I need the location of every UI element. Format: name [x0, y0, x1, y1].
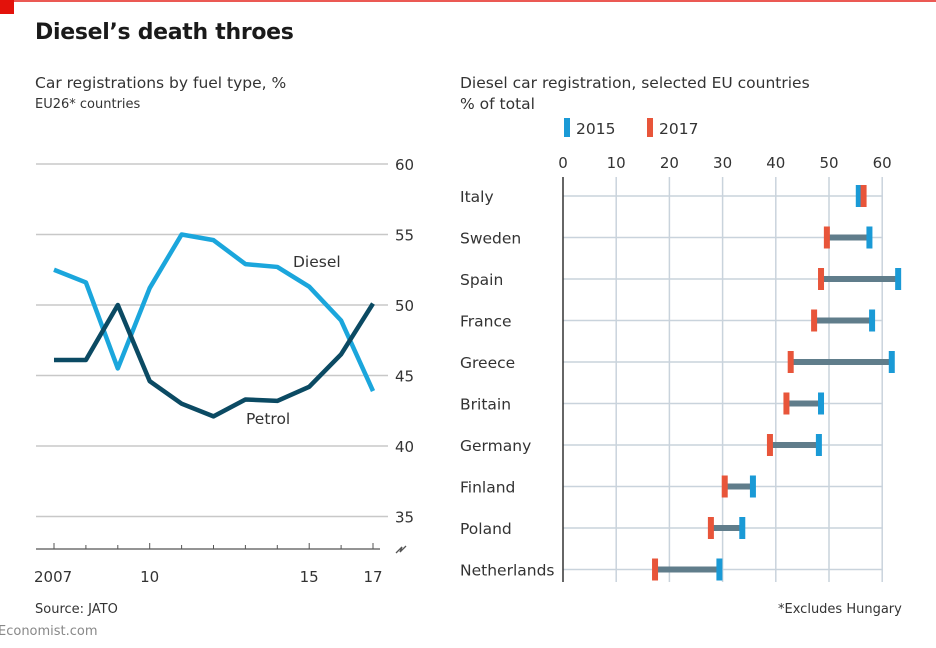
category-label: Finland — [460, 479, 515, 497]
marker-2017 — [860, 185, 867, 207]
legend-label-2017: 2017 — [659, 120, 698, 138]
right-chart-subtitle: % of total — [460, 95, 535, 113]
x-tick-label: 17 — [363, 568, 382, 586]
marker-2015 — [749, 475, 756, 498]
marker-2015 — [866, 226, 873, 249]
marker-2015 — [716, 558, 723, 581]
x-tick-label: 30 — [713, 154, 732, 172]
marker-2015 — [739, 517, 746, 539]
axis-break-icon — [395, 545, 407, 554]
legend-swatch-2015 — [564, 118, 570, 137]
marker-2017 — [787, 351, 794, 373]
footnote: *Excludes Hungary — [778, 602, 902, 617]
marker-2017 — [823, 226, 830, 249]
marker-2017 — [766, 434, 773, 456]
category-label: Italy — [460, 188, 494, 206]
source-note: Source: JATO — [35, 602, 118, 617]
x-tick-label: 10 — [607, 154, 626, 172]
category-label: Britain — [460, 396, 511, 414]
y-tick-label: 60 — [395, 156, 414, 174]
x-tick-label: 15 — [300, 568, 319, 586]
y-tick-label: 45 — [395, 368, 414, 386]
y-tick-label: 50 — [395, 297, 414, 315]
marker-2015 — [818, 392, 825, 415]
y-tick-label: 55 — [395, 227, 414, 245]
marker-2015 — [815, 434, 822, 456]
marker-2017 — [783, 392, 790, 415]
series-label-petrol: Petrol — [246, 410, 290, 428]
marker-2015 — [855, 185, 862, 207]
series-label-diesel: Diesel — [293, 253, 341, 271]
watermark: Economist.com — [0, 624, 98, 639]
marker-2017 — [811, 309, 818, 332]
brand-tag — [0, 0, 14, 14]
x-tick-label: 10 — [140, 568, 159, 586]
top-rule — [0, 0, 936, 2]
y-tick-label: 35 — [395, 509, 414, 527]
marker-2015 — [888, 351, 895, 373]
marker-2017 — [652, 558, 659, 581]
legend-label-2015: 2015 — [576, 120, 615, 138]
x-tick-label: 20 — [660, 154, 679, 172]
marker-2015 — [869, 309, 876, 332]
x-tick-label: 60 — [873, 154, 892, 172]
left-chart-subtitle: EU26* countries — [35, 97, 141, 112]
category-label: France — [460, 313, 512, 331]
x-tick-label: 2007 — [34, 568, 72, 586]
category-label: Germany — [460, 437, 531, 455]
category-label: Spain — [460, 271, 503, 289]
right-chart-title: Diesel car registration, selected EU cou… — [460, 74, 810, 92]
category-label: Netherlands — [460, 562, 554, 580]
marker-2017 — [721, 475, 728, 498]
x-tick-label: 40 — [766, 154, 785, 172]
marker-2017 — [707, 517, 714, 539]
legend-swatch-2017 — [647, 118, 653, 137]
marker-2017 — [818, 268, 825, 290]
x-tick-label: 50 — [819, 154, 838, 172]
y-tick-label: 40 — [395, 438, 414, 456]
marker-2015 — [895, 268, 902, 290]
left-chart-title: Car registrations by fuel type, % — [35, 74, 287, 92]
category-label: Sweden — [460, 230, 521, 248]
category-label: Greece — [460, 354, 515, 372]
category-label: Poland — [460, 520, 512, 538]
x-tick-label: 0 — [558, 154, 568, 172]
page-title: Diesel’s death throes — [35, 20, 294, 45]
